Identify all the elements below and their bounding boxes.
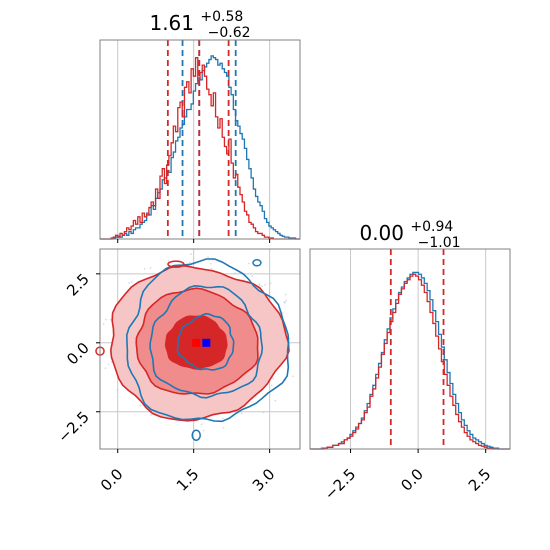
marginal-x-title-lower: −0.62	[208, 25, 251, 41]
joint-sample-point	[272, 377, 274, 380]
joint-sample-point	[149, 266, 152, 269]
joint-sample-point	[150, 413, 153, 416]
joint-blue-contour	[125, 258, 290, 423]
joint-sample-point	[234, 272, 236, 275]
joint-sample-point	[283, 301, 286, 304]
joint-x-tick-label: 0.0	[97, 465, 127, 495]
joint-sample-point	[292, 375, 294, 378]
marginal-y-tick-label: −2.5	[321, 465, 359, 503]
marginal-y-panel: −2.5 0.0 2.5 0.00 +0.94 −1.01	[309, 212, 511, 504]
joint-sample-point	[248, 262, 250, 265]
marginal-x-histogram-red	[100, 57, 300, 240]
marginal-y-tick-label: 2.5	[465, 465, 495, 495]
joint-sample-point	[269, 282, 272, 285]
marginal-x-panel: 1.61 +0.58 −0.62	[99, 2, 301, 243]
joint-sample-point	[258, 284, 261, 287]
joint-sample-point	[221, 417, 224, 420]
marginal-x-frame	[99, 39, 301, 240]
joint-x-tick-label: 3.0	[249, 465, 279, 495]
joint-blue-contour	[149, 284, 264, 399]
joint-red-contour-fragment	[167, 260, 185, 268]
marginal-x-title-main: 1.61	[149, 11, 194, 35]
joint-sample-point	[190, 253, 192, 256]
joint-blue-center-marker	[202, 338, 211, 347]
marginal-x-histogram-blue	[100, 55, 300, 240]
joint-sample-point	[109, 318, 112, 321]
joint-frame	[99, 248, 301, 450]
joint-sample-point	[222, 426, 225, 429]
joint-sample-point	[130, 281, 133, 283]
joint-sample-point	[210, 267, 213, 270]
joint-sample-point	[102, 323, 105, 325]
marginal-y-histogram-blue	[310, 271, 510, 450]
marginal-x-title: 1.61 +0.58 −0.62	[149, 2, 250, 41]
joint-blue-contour-fragment	[191, 429, 201, 441]
joint-x-tick-label: 1.5	[173, 465, 203, 495]
joint-sample-point	[107, 363, 110, 366]
joint-sample-point	[285, 299, 287, 302]
joint-sample-point	[209, 262, 212, 265]
marginal-y-histogram-red	[310, 273, 510, 450]
joint-sample-point	[128, 282, 131, 284]
joint-y-tick-label: 2.5	[63, 270, 93, 300]
marginal-x-histograms	[100, 40, 300, 240]
marginal-x-title-upper: +0.58	[200, 9, 243, 25]
joint-blue-contour	[176, 312, 235, 371]
marginal-y-histograms	[310, 249, 510, 450]
marginal-y-ticks: −2.5 0.0 2.5	[321, 449, 495, 504]
joint-sample-point	[104, 367, 107, 370]
joint-sample-point	[202, 429, 205, 432]
marginal-x-ticks	[117, 239, 271, 243]
joint-sample-point	[281, 312, 284, 315]
marginal-y-title: 0.00 +0.94 −1.01	[359, 212, 460, 251]
joint-sample-point	[284, 293, 287, 296]
joint-y-ticks: −2.5 0.0 2.5	[54, 270, 100, 446]
marginal-y-frame	[309, 248, 511, 450]
marginal-y-title-upper: +0.94	[410, 219, 453, 235]
joint-sample-point	[261, 285, 263, 288]
joint-sample-point	[143, 268, 146, 270]
marginal-y-tick-label: 0.0	[397, 465, 427, 495]
joint-blue-contour-fragment	[252, 259, 262, 267]
joint-sample-point	[262, 411, 265, 414]
joint-red-center-marker	[192, 338, 201, 347]
joint-sample-point	[251, 275, 253, 278]
joint-y-tick-label: −2.5	[54, 408, 92, 446]
joint-panel: 0.0 1.5 3.0 −2.50.02.5	[54, 248, 301, 495]
marginal-y-title-main: 0.00	[359, 221, 404, 245]
joint-sample-point	[167, 260, 170, 262]
joint-x-ticks: 0.0 1.5 3.0	[97, 449, 278, 495]
joint-sample-point	[274, 399, 277, 402]
joint-y-tick-label: 0.0	[63, 339, 93, 369]
joint-contours	[95, 258, 290, 441]
joint-sample-point	[270, 384, 273, 387]
joint-sample-point	[207, 256, 209, 258]
joint-sample-point	[105, 318, 107, 321]
marginal-y-title-lower: −1.01	[418, 235, 461, 251]
joint-sample-point	[189, 261, 191, 264]
joint-sample-point	[264, 283, 266, 286]
joint-sample-point	[139, 404, 142, 407]
marginal-y-grid	[350, 249, 487, 449]
joint-sample-point	[116, 389, 119, 391]
joint-sample-point	[240, 412, 243, 415]
joint-sample-point	[200, 423, 203, 426]
